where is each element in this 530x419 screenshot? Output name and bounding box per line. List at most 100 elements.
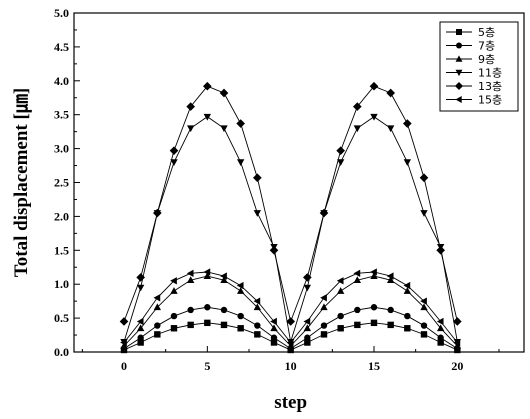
data-point — [136, 324, 145, 332]
legend-box — [439, 21, 519, 112]
data-point — [420, 303, 428, 311]
data-point — [286, 317, 295, 326]
y-tick-label: 4.5 — [54, 40, 69, 54]
data-point — [137, 334, 144, 341]
legend-label: 5층 — [478, 26, 495, 39]
data-point — [119, 317, 129, 326]
data-point — [253, 210, 262, 217]
data-point — [170, 277, 177, 285]
data-point — [303, 324, 312, 332]
data-point — [320, 294, 327, 302]
data-point — [203, 113, 212, 121]
data-point — [386, 88, 395, 98]
y-tick-label: 2.5 — [54, 176, 69, 190]
y-tick-label: 2.0 — [54, 209, 69, 223]
data-point — [169, 146, 179, 155]
legend-marker — [456, 29, 462, 35]
data-point — [220, 272, 227, 280]
data-point — [320, 322, 328, 329]
x-tick-label: 10 — [285, 359, 297, 373]
series-6 — [120, 268, 461, 347]
data-point — [453, 338, 461, 347]
data-point — [320, 303, 328, 311]
data-point — [187, 306, 194, 314]
data-point — [170, 159, 178, 166]
y-axis-title: Total displacement [㎛] — [11, 88, 32, 277]
data-point — [237, 325, 244, 332]
x-tick-label: 20 — [451, 359, 463, 373]
x-axis-title: step — [274, 392, 307, 413]
data-point — [136, 317, 144, 326]
data-point — [204, 319, 211, 327]
data-point — [270, 334, 278, 341]
series-3 — [120, 272, 462, 349]
legend-label: 15층 — [478, 94, 502, 107]
data-point — [336, 287, 345, 294]
data-point — [270, 317, 277, 326]
data-point — [403, 159, 412, 166]
data-point — [319, 208, 329, 218]
data-point — [170, 312, 178, 320]
data-point — [186, 269, 194, 278]
data-point — [120, 338, 127, 347]
data-point — [153, 294, 161, 302]
data-point — [253, 173, 262, 183]
data-point — [186, 276, 195, 284]
legend-marker — [455, 96, 462, 103]
data-point — [320, 331, 328, 338]
data-point — [270, 324, 278, 332]
legend-label: 11층 — [478, 67, 502, 80]
data-point — [236, 159, 245, 166]
data-point — [136, 273, 145, 282]
data-point — [370, 113, 378, 121]
data-point — [303, 284, 312, 292]
y-tick-label: 4.0 — [54, 74, 69, 88]
data-point — [153, 208, 162, 218]
data-point — [253, 303, 262, 311]
data-point — [154, 322, 161, 329]
data-point — [387, 321, 394, 329]
data-point — [354, 306, 361, 314]
data-point — [370, 272, 378, 279]
data-point — [203, 268, 211, 276]
data-point — [386, 276, 395, 284]
data-point — [219, 88, 229, 98]
data-point — [437, 339, 444, 346]
data-point — [220, 276, 228, 284]
data-point — [337, 312, 344, 320]
data-point — [336, 277, 344, 285]
data-point — [387, 306, 394, 314]
data-point — [203, 272, 212, 279]
y-tick-label: 0.0 — [54, 345, 69, 359]
data-point — [386, 125, 395, 133]
data-point — [336, 159, 345, 166]
data-point — [436, 245, 445, 255]
data-point — [436, 317, 444, 326]
x-tick-label: 0 — [121, 359, 127, 373]
x-tick-label: 5 — [204, 359, 210, 373]
series-5 — [119, 81, 462, 326]
data-point — [236, 281, 244, 290]
data-point — [370, 268, 377, 276]
data-point — [186, 102, 195, 111]
data-point — [404, 312, 411, 320]
data-point — [254, 331, 261, 338]
data-point — [419, 173, 429, 183]
data-point — [369, 81, 379, 91]
data-point — [353, 276, 362, 284]
data-point — [236, 287, 245, 294]
data-point — [353, 269, 361, 278]
data-point — [437, 334, 444, 341]
data-point — [303, 317, 311, 326]
data-point — [137, 339, 144, 346]
legend-marker — [455, 55, 463, 62]
data-point — [253, 297, 261, 305]
series-4 — [120, 113, 462, 346]
data-point — [403, 119, 412, 128]
legend-label: 13층 — [478, 80, 502, 93]
data-point — [170, 287, 178, 294]
data-point — [354, 321, 361, 329]
data-point — [420, 297, 427, 305]
